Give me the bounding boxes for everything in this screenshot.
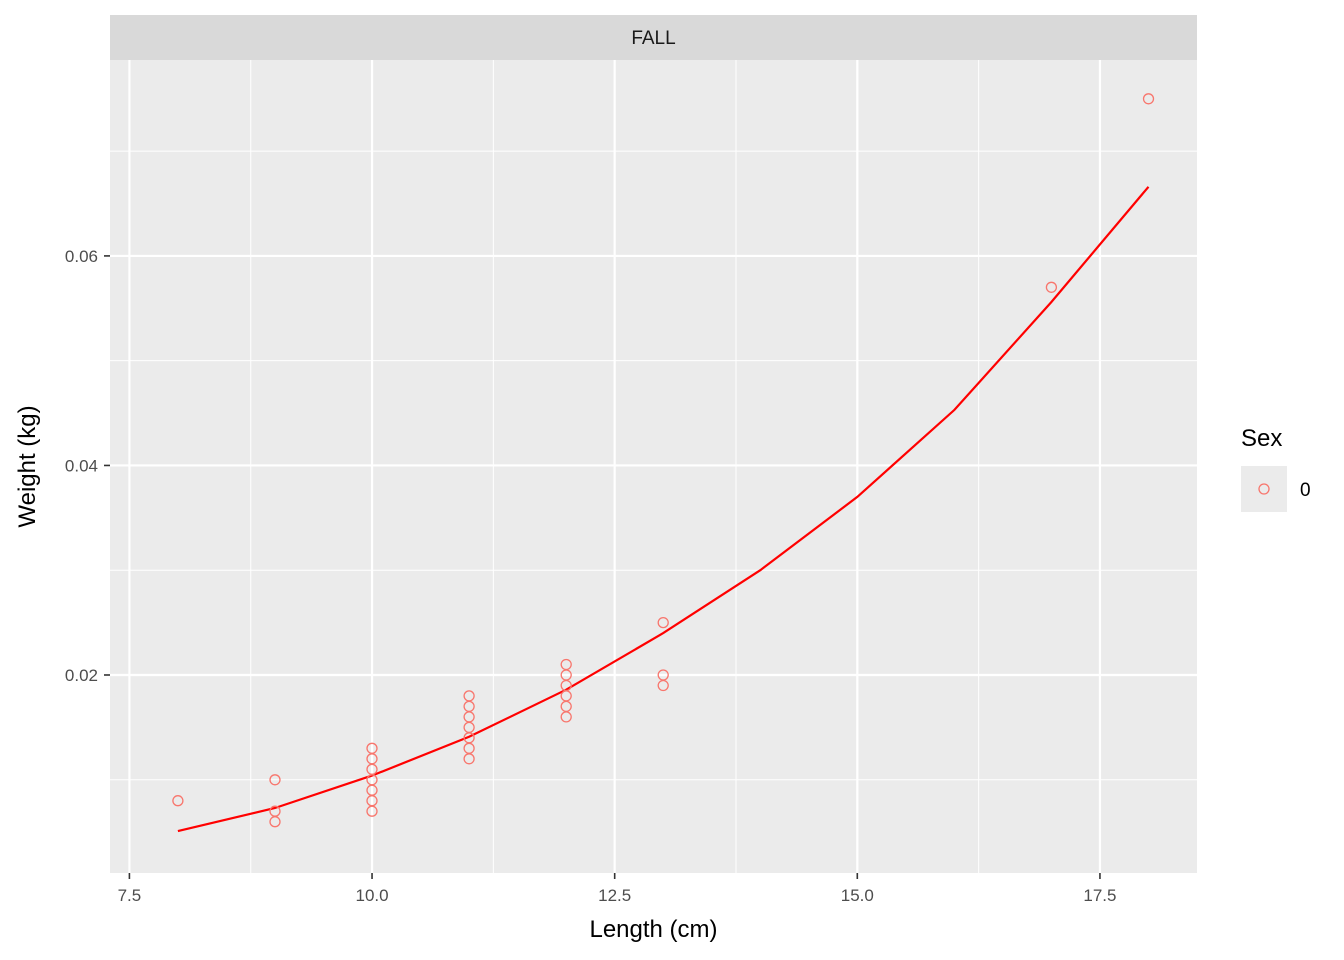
data-point	[269, 816, 281, 828]
grid-major	[110, 60, 1197, 873]
x-axis-title: Length (cm)	[589, 916, 717, 943]
y-axis: 0.02 0.04 0.06	[65, 247, 110, 685]
x-tick-label: 12.5	[598, 886, 631, 905]
legend-point-icon	[1258, 483, 1270, 495]
data-point	[560, 711, 572, 723]
x-tick-label: 10.0	[355, 886, 388, 905]
y-tick-label: 0.06	[65, 247, 98, 266]
fit-line-group	[177, 186, 1150, 833]
x-axis: 7.5 10.0 12.5 15.0 17.5	[118, 873, 1116, 905]
y-tick-label: 0.04	[65, 456, 98, 475]
data-point	[463, 753, 475, 765]
x-tick-label: 7.5	[118, 886, 142, 905]
y-axis-title: Weight (kg)	[14, 405, 41, 527]
data-point	[657, 616, 669, 629]
legend-title: Sex	[1241, 425, 1282, 452]
data-point	[1142, 93, 1155, 105]
x-tick-label: 17.5	[1083, 886, 1116, 905]
data-point	[366, 805, 378, 817]
data-point	[269, 774, 281, 786]
fit-line	[177, 186, 1150, 833]
data-point	[1045, 281, 1058, 293]
legend-key	[1241, 466, 1287, 512]
x-tick-label: 15.0	[841, 886, 874, 905]
legend-label: 0	[1300, 480, 1311, 501]
y-tick-label: 0.02	[65, 666, 98, 685]
data-point	[172, 795, 184, 807]
strip-background	[110, 15, 1197, 60]
points-group	[172, 93, 1155, 828]
facet-label: FALL	[631, 28, 675, 49]
data-point	[657, 679, 669, 692]
legend: Sex 0	[1241, 425, 1311, 512]
